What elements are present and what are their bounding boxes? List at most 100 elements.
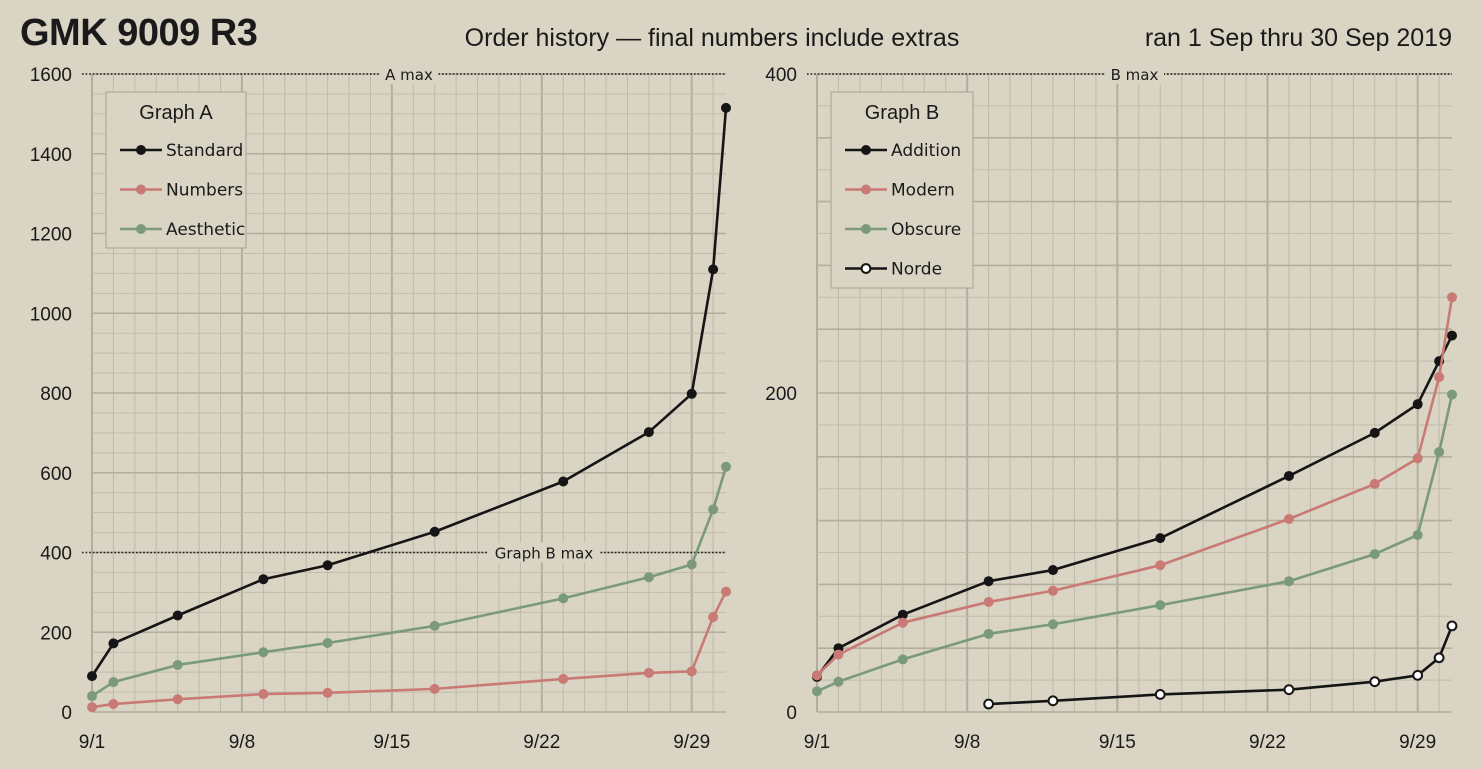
annotation-backdrop [1105, 64, 1164, 84]
legend-marker [136, 184, 146, 195]
graph-b-x-tick-label: 9/15 [1099, 732, 1136, 753]
graph-b-y-tick-label: 400 [765, 65, 797, 86]
data-point-modern [1155, 560, 1166, 571]
graph-a-y-tick-label: 600 [40, 464, 72, 485]
graph-a-legend: Graph A Standard Numbers Aesthetic [105, 91, 247, 249]
graph-a-x-tick-label: 9/1 [79, 732, 105, 753]
data-point-aesthetic [558, 593, 569, 604]
series-line-aesthetic [91, 466, 728, 698]
legend-marker [861, 145, 871, 155]
annotation-graph-b-max: Graph B max [495, 545, 594, 563]
data-point-aesthetic [708, 504, 719, 515]
data-point-standard [708, 264, 719, 275]
data-point-addition [1047, 565, 1058, 576]
graph-a-x-tick-label: 9/29 [673, 732, 710, 753]
legend-label-aesthetic: Aesthetic [166, 220, 245, 240]
annotation-a-max: A max [385, 66, 433, 84]
graph-a-y-tick-label: 800 [40, 384, 72, 405]
graph-a-y-tick-label: 1600 [30, 65, 72, 86]
data-point-addition [1369, 427, 1380, 438]
legend-label-numbers: Numbers [166, 181, 243, 201]
data-point-addition [983, 576, 994, 587]
data-point-addition [897, 609, 908, 620]
data-point-obscure [812, 686, 822, 697]
series-obscure [812, 389, 1457, 697]
series-line-addition [815, 334, 1454, 678]
data-point-standard [258, 574, 269, 585]
graph-b-y-tick-label: 200 [765, 384, 797, 405]
data-point-norde [1412, 669, 1424, 681]
data-point-norde [1433, 652, 1445, 664]
data-point-numbers [686, 666, 697, 677]
data-point-obscure [1047, 619, 1058, 630]
page-title: GMK 9009 R3 [20, 12, 258, 54]
series-numbers [87, 586, 731, 713]
graph-a-y-tick-label: 400 [40, 544, 72, 565]
data-point-standard [686, 388, 697, 399]
data-point-aesthetic [721, 461, 731, 472]
data-point-addition [1155, 533, 1166, 544]
data-point-standard [643, 427, 654, 438]
data-point-standard [172, 610, 183, 621]
data-point-obscure [1412, 529, 1423, 540]
graph-a-y-tick-label: 200 [40, 623, 72, 644]
data-point-addition [1283, 470, 1294, 481]
data-point-standard [429, 526, 440, 537]
data-point-numbers [108, 699, 119, 710]
series-standard [87, 102, 731, 682]
data-point-modern [1412, 453, 1423, 464]
data-point-standard [721, 102, 731, 113]
data-point-aesthetic [322, 638, 333, 649]
graph-a-y-tick-label: 1400 [30, 145, 72, 166]
data-point-norde [1369, 676, 1381, 688]
data-point-obscure [983, 628, 994, 639]
data-point-addition [1412, 399, 1423, 410]
data-point-modern [1434, 372, 1445, 383]
data-point-obscure [1434, 447, 1445, 458]
data-point-modern [1283, 514, 1294, 525]
legend-label-standard: Standard [166, 141, 243, 161]
legend-label-obscure: Obscure [891, 220, 961, 240]
graph-b-y-tick-label: 0 [786, 703, 797, 724]
annotation-b-max: B max [1111, 66, 1159, 84]
graph-b-x-tick-label: 9/8 [954, 732, 980, 753]
data-point-aesthetic [108, 677, 119, 688]
data-point-numbers [429, 683, 440, 694]
series-aesthetic [87, 461, 731, 702]
graph-b-legend: Graph B Addition Modern Obscure Norde [830, 91, 974, 289]
graph-a-y-tick-label: 1200 [30, 225, 72, 246]
data-point-standard [322, 560, 333, 571]
series-modern [812, 292, 1457, 681]
data-point-modern [1447, 292, 1457, 303]
chart-subtitle: Order history — final numbers include ex… [464, 24, 960, 52]
graph-a-y-tick-label: 1000 [30, 304, 72, 325]
data-point-standard [558, 476, 569, 487]
data-point-norde [1283, 684, 1295, 696]
data-point-obscure [897, 654, 908, 665]
data-point-aesthetic [429, 620, 440, 631]
data-point-numbers [721, 586, 731, 597]
date-range: ran 1 Sep thru 30 Sep 2019 [1144, 24, 1452, 52]
legend-marker [136, 145, 146, 155]
data-point-numbers [558, 673, 569, 684]
data-point-aesthetic [258, 647, 269, 658]
data-point-modern [833, 649, 844, 660]
data-point-obscure [833, 676, 844, 687]
legend-label-addition: Addition [891, 141, 961, 161]
legend-marker [136, 224, 146, 234]
data-point-obscure [1447, 389, 1457, 400]
graph-a-y-tick-label: 0 [61, 703, 72, 724]
data-point-addition [1447, 330, 1457, 341]
data-point-norde [1047, 695, 1059, 707]
graph-a-panel: 0 200 400 600 800 1000 1200 1400 1600 9/1 9/8 9/15 9… [30, 64, 731, 753]
data-point-standard [108, 638, 119, 649]
graph-a-x-tick-label: 9/15 [373, 732, 410, 753]
annotation-backdrop [487, 542, 601, 563]
data-point-obscure [1283, 576, 1294, 587]
legend-marker [861, 224, 871, 234]
legend-label-modern: Modern [891, 181, 955, 201]
annotation-backdrop [379, 64, 439, 84]
graph-b-x-tick-label: 9/1 [804, 732, 830, 753]
data-point-obscure [1369, 549, 1380, 560]
data-point-modern [1369, 478, 1380, 489]
